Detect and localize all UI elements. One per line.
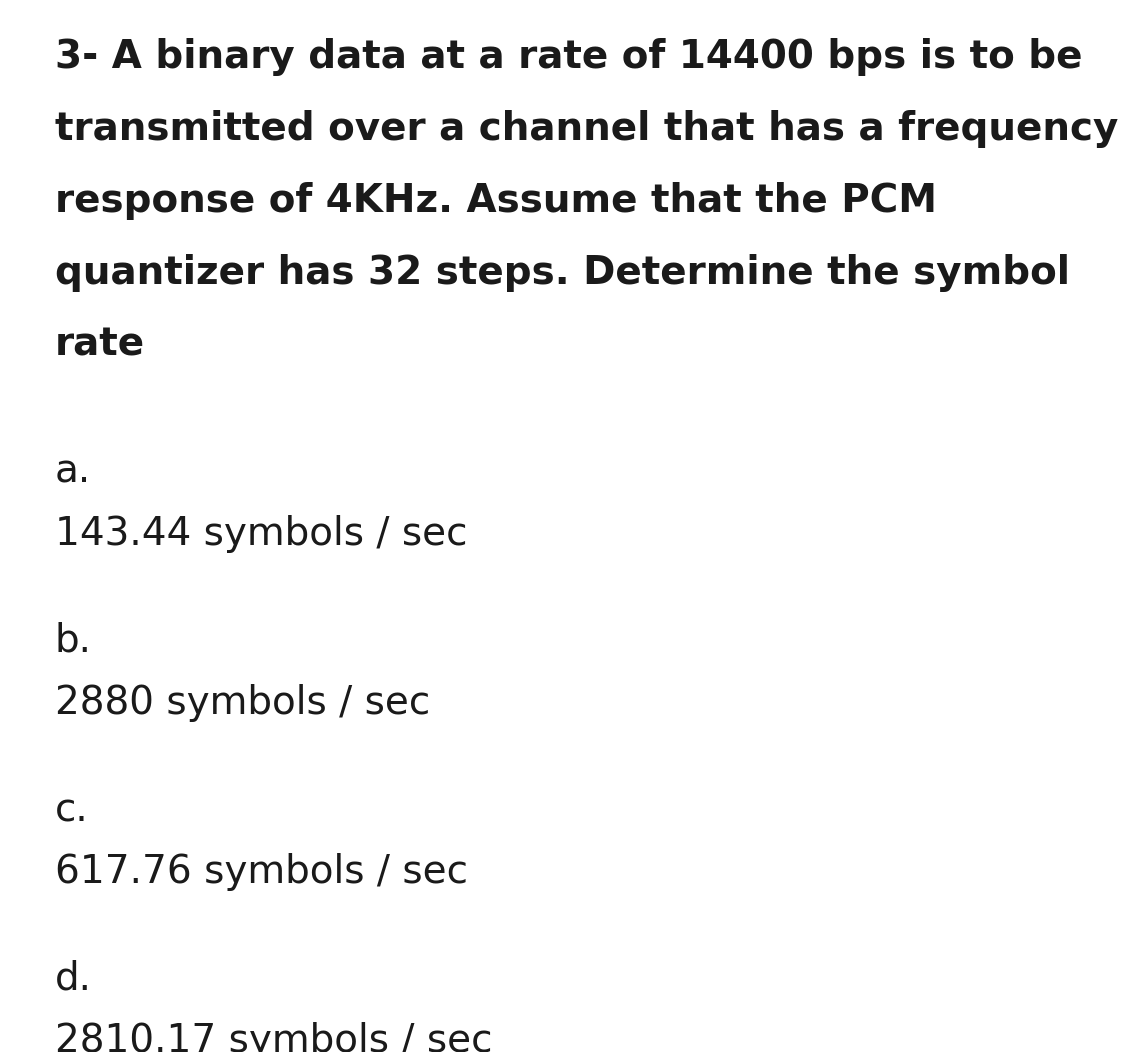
- Text: 143.44 symbols / sec: 143.44 symbols / sec: [55, 515, 468, 553]
- Text: 2880 symbols / sec: 2880 symbols / sec: [55, 684, 430, 722]
- Text: c.: c.: [55, 791, 89, 829]
- Text: response of 4KHz. Assume that the PCM: response of 4KHz. Assume that the PCM: [55, 182, 937, 220]
- Text: 3- A binary data at a rate of 14400 bps is to be: 3- A binary data at a rate of 14400 bps …: [55, 38, 1082, 76]
- Text: rate: rate: [55, 326, 145, 364]
- Text: b.: b.: [55, 622, 92, 660]
- Text: d.: d.: [55, 960, 92, 998]
- Text: a.: a.: [55, 453, 91, 491]
- Text: 617.76 symbols / sec: 617.76 symbols / sec: [55, 853, 468, 891]
- Text: 2810.17 symbols / sec: 2810.17 symbols / sec: [55, 1021, 493, 1052]
- Text: quantizer has 32 steps. Determine the symbol: quantizer has 32 steps. Determine the sy…: [55, 254, 1070, 292]
- Text: transmitted over a channel that has a frequency: transmitted over a channel that has a fr…: [55, 110, 1118, 148]
